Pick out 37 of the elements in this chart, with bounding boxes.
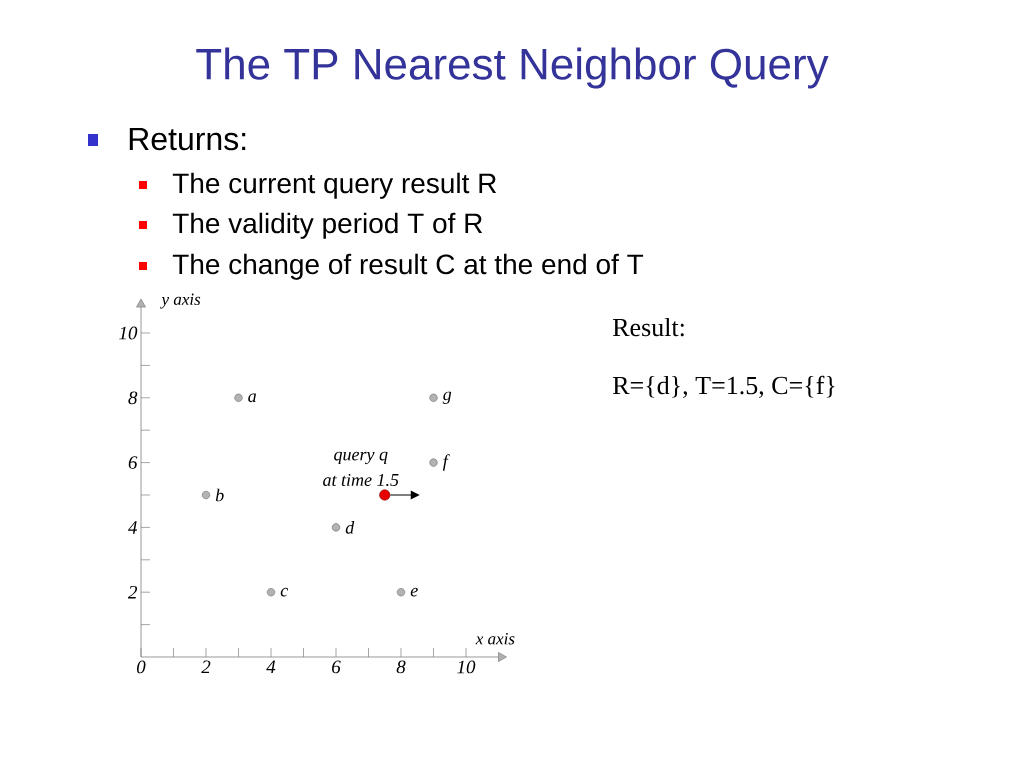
annotation: a xyxy=(248,393,257,403)
x-axis-title: x axis xyxy=(475,633,515,645)
annotation: b xyxy=(215,488,224,502)
text: Returns: xyxy=(129,127,246,151)
y-axis-title: y axis xyxy=(160,293,201,309)
point xyxy=(201,490,211,500)
chart-title: The TP Nearest Neighbor Query xyxy=(196,47,829,89)
point xyxy=(266,588,276,597)
point xyxy=(429,393,438,402)
point xyxy=(429,458,438,467)
x-tick-label: 0 xyxy=(136,660,146,674)
x-tick-label: 6 xyxy=(332,660,341,674)
point xyxy=(234,393,243,402)
text: Result: xyxy=(612,317,684,337)
point xyxy=(396,588,406,597)
annotation: f xyxy=(442,454,450,471)
annotation: query q xyxy=(334,451,388,465)
annotation: e xyxy=(410,587,418,597)
text: The validity period T of R xyxy=(172,212,483,239)
annotation: g xyxy=(442,391,452,404)
y-tick-label: 8 xyxy=(128,391,138,405)
annotation: at time 1.5 xyxy=(323,473,399,487)
x-tick-label: 4 xyxy=(266,660,276,674)
y-tick-label: 10 xyxy=(119,326,138,340)
x-tick-label: 2 xyxy=(201,660,211,674)
y-tick-label: 4 xyxy=(128,521,138,534)
x-tick-label: 8 xyxy=(396,660,406,674)
y-tick-label: 6 xyxy=(128,456,138,469)
text: R={d}, T=1.5, C={f} xyxy=(612,375,835,398)
point xyxy=(379,489,391,501)
y-tick-label: 2 xyxy=(127,585,138,599)
annotation: d xyxy=(345,521,355,534)
point xyxy=(331,523,341,532)
x-tick-label: 10 xyxy=(457,660,476,674)
annotation: c xyxy=(280,587,288,597)
text: The change of result C at the end of T xyxy=(172,253,644,280)
text: The current query result R xyxy=(172,172,497,199)
